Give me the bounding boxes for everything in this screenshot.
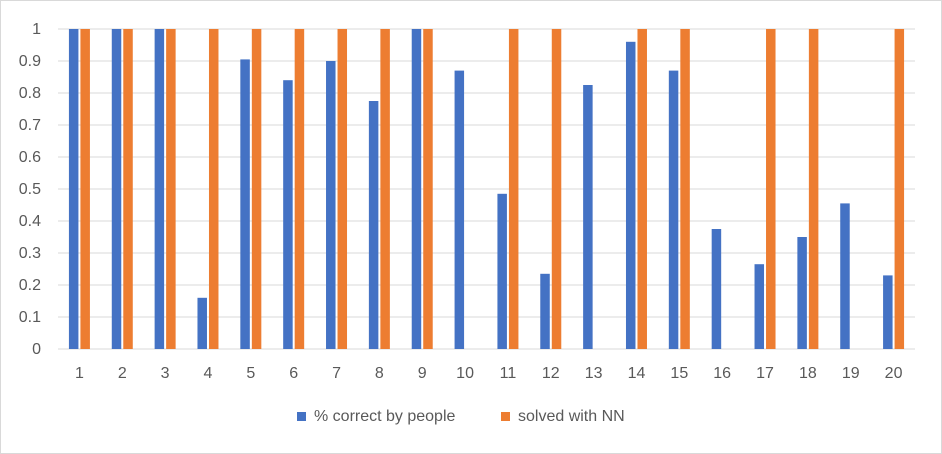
y-tick-label: 0.7 bbox=[19, 117, 41, 134]
bar-people-15 bbox=[668, 70, 679, 349]
bar-nn-15 bbox=[680, 29, 690, 349]
gridlines bbox=[58, 28, 915, 350]
bar-people-8 bbox=[368, 101, 379, 349]
x-tick-label: 8 bbox=[375, 365, 384, 382]
bar-people-10 bbox=[454, 70, 465, 349]
y-tick-label: 0.3 bbox=[19, 245, 41, 262]
x-tick-label: 5 bbox=[246, 365, 255, 382]
bar-people-18 bbox=[797, 237, 807, 349]
x-tick-label: 15 bbox=[670, 365, 688, 382]
y-tick-label: 0.1 bbox=[19, 309, 41, 326]
bar-people-14 bbox=[625, 41, 636, 350]
bar-people-6 bbox=[283, 80, 293, 349]
bar-nn-18 bbox=[808, 29, 819, 349]
bar-people-11 bbox=[497, 193, 507, 349]
bar-nn-3 bbox=[166, 29, 176, 349]
x-tick-label: 19 bbox=[842, 365, 860, 382]
bar-people-19 bbox=[840, 203, 850, 349]
x-tick-label: 16 bbox=[713, 365, 731, 382]
x-tick-label: 14 bbox=[628, 365, 646, 382]
x-tick-label: 10 bbox=[456, 365, 474, 382]
bar-people-17 bbox=[754, 264, 765, 349]
bar-nn-1 bbox=[80, 29, 90, 349]
y-tick-label: 0 bbox=[32, 341, 41, 358]
bar-nn-14 bbox=[637, 29, 647, 349]
x-tick-label: 11 bbox=[500, 365, 517, 382]
legend: % correct by people solved with NN bbox=[297, 408, 625, 425]
bar-nn-2 bbox=[123, 29, 133, 349]
x-tick-label: 2 bbox=[118, 365, 127, 382]
x-tick-label: 13 bbox=[585, 365, 603, 382]
x-tick-label: 20 bbox=[885, 365, 903, 382]
bar-people-7 bbox=[326, 61, 336, 349]
legend-label: % correct by people bbox=[314, 408, 456, 425]
bar-people-4 bbox=[197, 297, 207, 349]
bar-people-3 bbox=[154, 29, 165, 349]
bar-nn-11 bbox=[508, 29, 519, 349]
y-tick-label: 0.6 bbox=[19, 149, 41, 166]
bar-nn-20 bbox=[894, 29, 905, 349]
y-tick-label: 1 bbox=[32, 21, 41, 38]
bars bbox=[68, 29, 905, 350]
y-tick-label: 0.9 bbox=[19, 53, 41, 70]
x-tick-label: 18 bbox=[799, 365, 817, 382]
bar-nn-7 bbox=[337, 29, 348, 349]
x-tick-label: 3 bbox=[161, 365, 170, 382]
x-tick-label: 9 bbox=[418, 365, 427, 382]
bar-nn-5 bbox=[251, 29, 262, 349]
x-tick-label: 6 bbox=[289, 365, 298, 382]
bar-people-2 bbox=[111, 29, 122, 349]
y-tick-label: 0.4 bbox=[19, 213, 41, 230]
bar-nn-4 bbox=[208, 29, 219, 349]
y-axis-ticks: 0 0.1 0.2 0.3 0.4 0.5 0.6 0.7 0.8 0.9 1 bbox=[19, 21, 41, 358]
y-tick-label: 0.2 bbox=[19, 277, 41, 294]
bar-people-5 bbox=[240, 59, 250, 350]
legend-label: solved with NN bbox=[518, 408, 625, 425]
y-tick-label: 0.5 bbox=[19, 181, 41, 198]
x-tick-label: 7 bbox=[332, 365, 341, 382]
bar-nn-6 bbox=[294, 29, 305, 349]
bar-nn-9 bbox=[423, 29, 433, 349]
y-tick-label: 0.8 bbox=[19, 85, 41, 102]
bar-nn-12 bbox=[551, 29, 562, 349]
x-tick-label: 12 bbox=[542, 365, 560, 382]
bar-people-20 bbox=[883, 275, 893, 349]
bar-people-16 bbox=[711, 229, 722, 349]
bar-nn-8 bbox=[380, 29, 390, 349]
x-tick-label: 4 bbox=[204, 365, 213, 382]
x-tick-label: 1 bbox=[75, 365, 84, 382]
legend-swatch bbox=[297, 412, 306, 421]
bar-nn-17 bbox=[766, 29, 776, 349]
bar-people-13 bbox=[583, 85, 593, 349]
x-axis-ticks: 1 2 3 4 5 6 7 8 9 10 11 12 13 14 15 16 17 18 19 20 bbox=[75, 365, 903, 382]
bar-people-9 bbox=[411, 29, 422, 349]
x-tick-label: 17 bbox=[756, 365, 774, 382]
bar-people-1 bbox=[68, 29, 79, 349]
bar-people-12 bbox=[540, 273, 550, 349]
legend-swatch bbox=[501, 412, 510, 421]
